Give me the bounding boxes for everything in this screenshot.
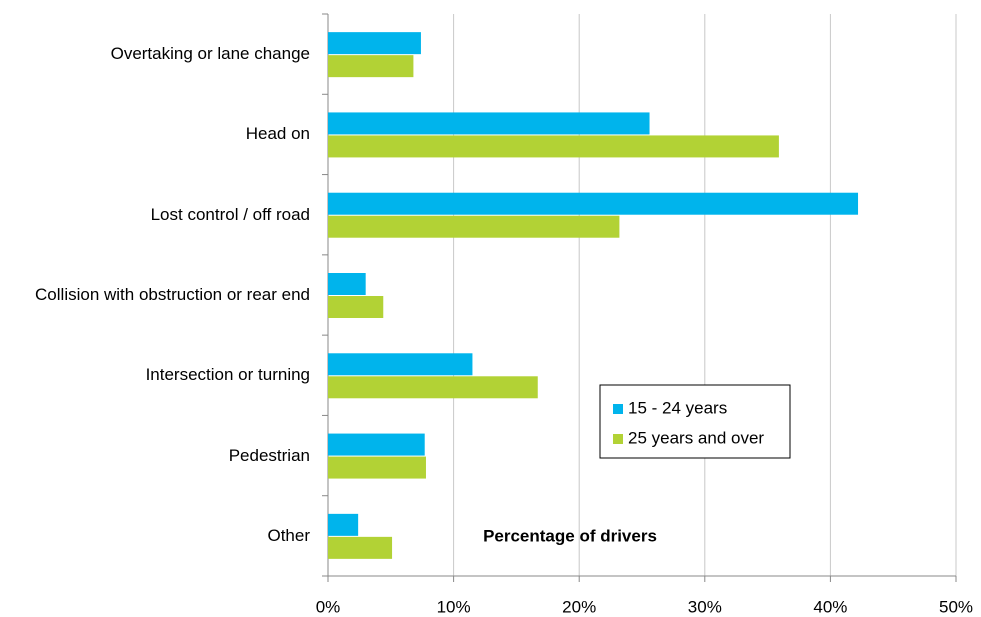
x-tick-label: 40% xyxy=(813,597,847,616)
bar xyxy=(328,192,859,215)
bar xyxy=(328,55,414,78)
category-label: Head on xyxy=(245,124,310,144)
bar xyxy=(328,353,473,376)
bar xyxy=(328,513,359,536)
bar xyxy=(328,376,538,399)
legend-label: 25 years and over xyxy=(628,428,764,447)
category-label: Overtaking or lane change xyxy=(110,44,310,64)
category-label: Lost control / off road xyxy=(150,204,310,224)
x-tick-label: 30% xyxy=(688,597,722,616)
bar xyxy=(328,296,384,318)
legend-label: 15 - 24 years xyxy=(628,398,727,417)
bar xyxy=(328,273,366,295)
bar xyxy=(328,215,620,238)
legend-box xyxy=(599,384,791,459)
x-axis-title: Percentage of drivers xyxy=(483,526,657,545)
legend-swatch xyxy=(613,434,623,444)
x-tick-label: 10% xyxy=(437,597,471,616)
bar xyxy=(328,112,650,135)
bar xyxy=(328,32,421,55)
x-tick-label: 0% xyxy=(316,597,341,616)
bar xyxy=(328,433,425,456)
bar xyxy=(328,135,779,158)
bar xyxy=(328,456,426,479)
x-tick-label: 20% xyxy=(562,597,596,616)
category-label: Pedestrian xyxy=(228,445,310,465)
legend-swatch xyxy=(613,404,623,414)
category-label: Other xyxy=(267,525,310,545)
bar xyxy=(328,536,393,559)
category-label: Collision with obstruction or rear end xyxy=(35,285,310,304)
category-label: Intersection or turning xyxy=(145,365,310,385)
x-tick-label: 50% xyxy=(939,597,973,616)
